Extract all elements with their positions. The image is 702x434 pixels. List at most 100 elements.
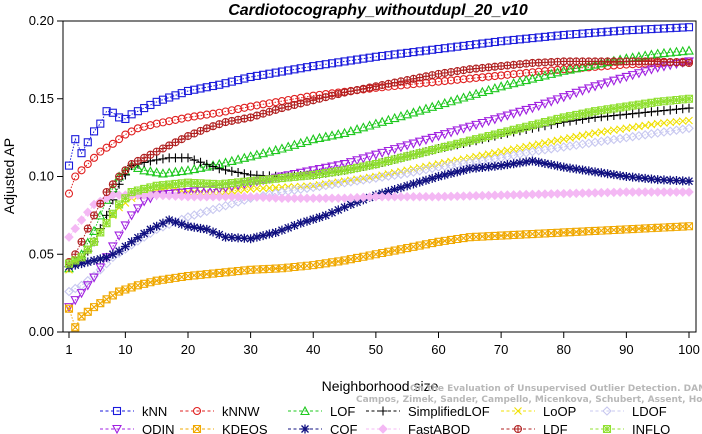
y-tick-label: 0.15 (29, 91, 54, 106)
legend-item-knnw: kNNW (180, 404, 260, 419)
data-point (145, 224, 155, 234)
data-point (408, 107, 419, 117)
data-point (678, 176, 688, 186)
data-point (672, 95, 681, 105)
data-point (446, 168, 456, 178)
data-point (615, 74, 626, 85)
data-point (453, 139, 462, 148)
data-point (540, 99, 550, 109)
data-point (221, 107, 230, 116)
data-point (120, 241, 130, 251)
data-point (478, 73, 487, 82)
data-point (621, 187, 632, 197)
data-point (433, 132, 444, 142)
data-point (414, 105, 425, 115)
data-point (678, 23, 687, 32)
data-point (239, 152, 250, 162)
data-point (402, 181, 412, 191)
data-point (533, 71, 544, 82)
data-point (176, 165, 187, 176)
data-point (371, 160, 380, 169)
data-point (101, 193, 112, 204)
data-point (483, 117, 494, 127)
data-point (508, 78, 519, 88)
data-point (252, 71, 261, 80)
data-point (151, 190, 162, 200)
data-point (591, 129, 599, 137)
data-point (83, 275, 93, 286)
data-point (189, 163, 200, 174)
data-point (64, 232, 74, 242)
data-point (83, 207, 93, 218)
data-point (659, 47, 669, 58)
data-point (70, 260, 80, 270)
data-point (96, 199, 105, 208)
data-point (540, 118, 550, 127)
legend-item-ldof: LDOF (590, 404, 667, 419)
data-point (671, 176, 681, 186)
data-point (214, 191, 225, 202)
data-point (152, 155, 162, 165)
data-point (259, 70, 268, 79)
data-point (414, 191, 425, 202)
data-point (596, 80, 607, 90)
data-point (522, 142, 531, 151)
data-point (634, 25, 643, 34)
data-point (666, 96, 675, 105)
data-point (271, 98, 280, 107)
data-point (503, 70, 512, 79)
data-point (597, 28, 606, 37)
data-point (678, 95, 687, 104)
data-point (665, 175, 675, 185)
legend-marker (300, 405, 310, 416)
data-point (95, 254, 105, 264)
data-point (158, 218, 168, 228)
data-point (114, 246, 124, 256)
data-point (514, 107, 525, 117)
data-point (471, 120, 481, 131)
data-point (264, 229, 274, 239)
data-point (240, 185, 249, 194)
data-point (302, 135, 312, 146)
data-point (415, 177, 425, 187)
data-point (528, 141, 537, 150)
data-point (684, 222, 694, 231)
data-point (120, 244, 131, 254)
legend-label: ODIN (142, 422, 175, 434)
data-point (277, 193, 287, 204)
data-point (646, 107, 656, 117)
data-point (327, 162, 337, 172)
data-point (628, 109, 638, 119)
data-point (641, 57, 650, 66)
data-point (364, 120, 375, 130)
data-point (440, 142, 449, 152)
data-point (458, 124, 469, 134)
data-point (95, 265, 106, 275)
watermark-line-1: On the Evaluation of Unsupervised Outlie… (410, 384, 702, 394)
x-tick-label: 30 (243, 342, 257, 357)
legend-item-knn: kNN (100, 404, 167, 419)
data-point (546, 97, 557, 107)
data-point (264, 146, 275, 156)
data-point (102, 219, 111, 228)
data-point (628, 123, 637, 132)
data-point (640, 107, 650, 117)
data-point (659, 24, 668, 33)
data-point (233, 191, 243, 202)
data-point (622, 26, 631, 35)
data-point (464, 122, 475, 132)
series-fastabod (64, 187, 694, 242)
data-point (89, 255, 99, 265)
data-point (152, 97, 161, 106)
data-point (622, 102, 631, 111)
data-point (151, 167, 162, 177)
data-point (503, 146, 512, 155)
data-point (315, 212, 325, 222)
data-point (158, 95, 167, 104)
data-point (684, 45, 694, 55)
data-point (202, 159, 212, 169)
data-point (559, 113, 568, 122)
data-point (489, 115, 500, 125)
data-point (389, 112, 400, 123)
